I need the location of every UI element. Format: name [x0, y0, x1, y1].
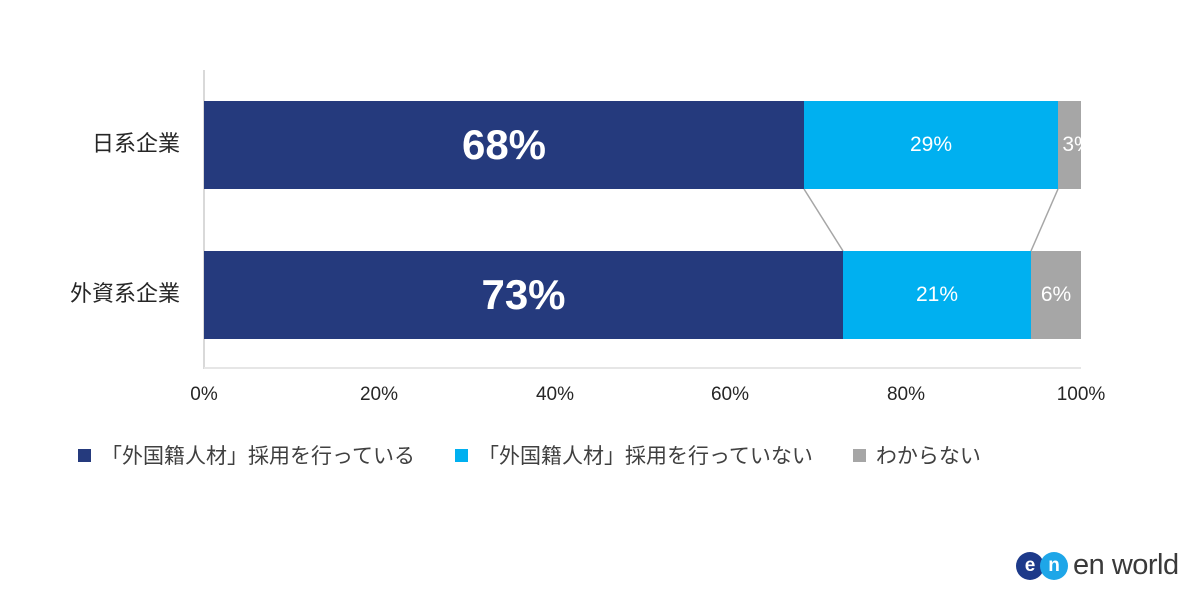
- logo-e-circle-icon: e: [1016, 551, 1044, 580]
- x-tick-60: 60%: [710, 384, 750, 405]
- data-label: 68%: [461, 121, 547, 168]
- legend-item-not-hiring: 「外国籍人材」採用を行っていない: [454, 440, 813, 470]
- legend-label: わからない: [875, 444, 981, 468]
- bar-foreign-hiring: 73%: [204, 251, 843, 339]
- category-label-foreign-companies: 外資系企業: [69, 282, 180, 307]
- y-axis-line: [203, 70, 205, 369]
- legend-swatch-gray-icon: [852, 448, 866, 462]
- legend-item-unknown: わからない: [852, 440, 981, 470]
- x-tick-80: 80%: [886, 384, 926, 405]
- legend-label: 「外国籍人材」採用を行っていない: [477, 444, 813, 468]
- legend: 「外国籍人材」採用を行っている 「外国籍人材」採用を行っていない わからない: [78, 440, 1021, 470]
- data-label: 6%: [1040, 283, 1072, 306]
- data-label: 3%: [1062, 133, 1081, 156]
- series-lines: [803, 188, 1059, 252]
- legend-label: 「外国籍人材」採用を行っている: [101, 444, 415, 468]
- data-label: 21%: [915, 283, 959, 306]
- bar-foreign-unknown: 6%: [1031, 251, 1081, 339]
- bar-japanese-unknown: 3%: [1058, 101, 1081, 189]
- bar-foreign-not-hiring: 21%: [843, 251, 1031, 339]
- legend-swatch-cyan-icon: [454, 448, 468, 462]
- x-axis-line: [204, 367, 1081, 369]
- x-tick-0: 0%: [190, 384, 218, 405]
- x-tick-20: 20%: [359, 384, 399, 405]
- category-label-japanese-companies: 日系企業: [91, 132, 180, 157]
- x-tick-40: 40%: [535, 384, 575, 405]
- bar-japanese-hiring: 68%: [204, 101, 804, 189]
- legend-item-hiring: 「外国籍人材」採用を行っている: [78, 440, 415, 470]
- bar-japanese-not-hiring: 29%: [804, 101, 1058, 189]
- plot-area: 68% 29% 3% 73% 21% 6%: [204, 70, 1081, 368]
- x-tick-100: 100%: [1056, 384, 1106, 405]
- data-label: 73%: [481, 271, 566, 318]
- logo-text: en world: [1073, 549, 1179, 581]
- logo-n-circle-icon: n: [1040, 551, 1068, 580]
- legend-swatch-navy-icon: [78, 448, 91, 462]
- data-label: 29%: [909, 133, 953, 156]
- en-world-logo: e n en world: [1016, 549, 1179, 582]
